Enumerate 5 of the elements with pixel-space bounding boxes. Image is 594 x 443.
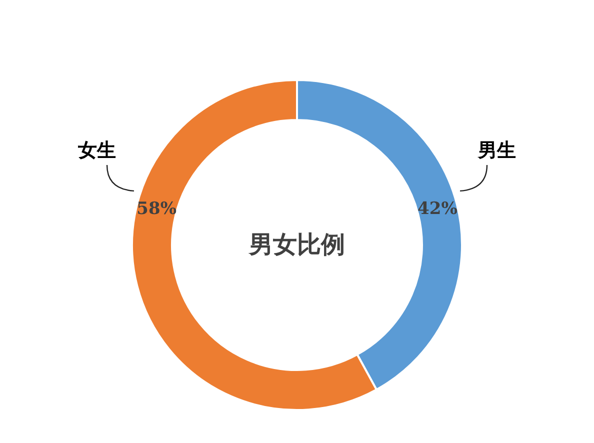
data-label: 58% xyxy=(136,198,176,219)
slice-label: 女生 xyxy=(77,139,116,162)
data-label: 42% xyxy=(418,198,458,219)
slice-label: 男生 xyxy=(477,139,516,162)
text: 男女比例 xyxy=(248,232,345,258)
